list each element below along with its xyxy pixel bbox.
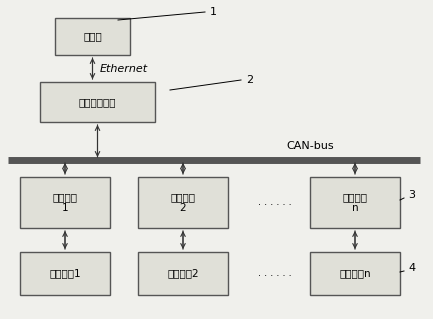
Text: . . . . . .: . . . . . . [258, 197, 292, 207]
Text: 待测设备1: 待测设备1 [49, 269, 81, 278]
Text: 检测装置
2: 检测装置 2 [171, 192, 196, 213]
Text: 检测装置
1: 检测装置 1 [52, 192, 78, 213]
Text: CAN-bus: CAN-bus [286, 141, 334, 151]
Text: 待测设备n: 待测设备n [339, 269, 371, 278]
Text: 数据转换设备: 数据转换设备 [79, 97, 116, 107]
Text: 1: 1 [210, 7, 217, 17]
FancyBboxPatch shape [138, 252, 228, 295]
Text: Ethernet: Ethernet [100, 64, 148, 74]
Text: 3: 3 [408, 190, 415, 200]
FancyBboxPatch shape [20, 252, 110, 295]
Text: 待测设备2: 待测设备2 [167, 269, 199, 278]
Text: 2: 2 [246, 75, 253, 85]
FancyBboxPatch shape [310, 252, 400, 295]
Text: 上位机: 上位机 [83, 32, 102, 41]
Text: 4: 4 [408, 263, 415, 273]
Text: 检测装置
n: 检测装置 n [343, 192, 368, 213]
FancyBboxPatch shape [40, 82, 155, 122]
Text: . . . . . .: . . . . . . [258, 268, 292, 278]
FancyBboxPatch shape [138, 177, 228, 228]
FancyBboxPatch shape [310, 177, 400, 228]
FancyBboxPatch shape [20, 177, 110, 228]
FancyBboxPatch shape [55, 18, 130, 55]
